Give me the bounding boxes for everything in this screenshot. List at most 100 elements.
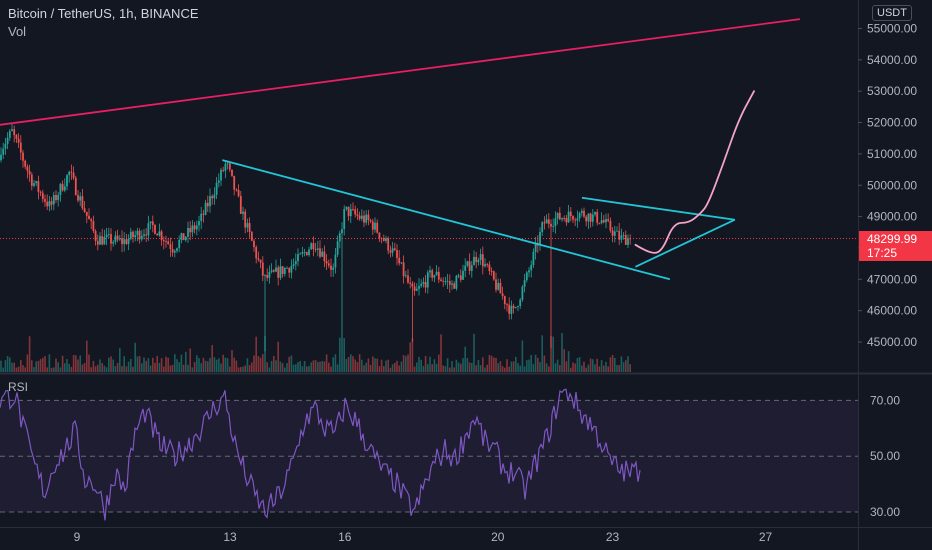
volume-bar	[277, 341, 279, 372]
candle-body	[345, 206, 348, 210]
volume-bar	[462, 358, 464, 372]
symbol-title[interactable]: Bitcoin / TetherUS, 1h, BINANCE	[8, 6, 199, 21]
candle-body	[407, 275, 409, 283]
candle-body	[356, 214, 359, 216]
candle-body	[316, 248, 319, 250]
candle-body	[415, 288, 418, 291]
volume-bar	[35, 361, 37, 372]
volume-bar	[66, 359, 68, 372]
volume-bar	[244, 365, 246, 372]
volume-series	[0, 333, 631, 372]
volume-bar	[286, 363, 288, 372]
candle-body	[620, 235, 623, 240]
candle-body	[68, 171, 71, 176]
candle-body	[92, 221, 95, 231]
candle-body	[220, 169, 222, 181]
candle-body	[580, 210, 583, 214]
volume-bar	[64, 363, 66, 372]
candle-body	[156, 233, 159, 236]
volume-bar	[127, 361, 130, 372]
volume-bar	[378, 366, 381, 372]
candle-body	[539, 232, 541, 246]
volume-bar	[264, 336, 266, 372]
volume-bar	[534, 354, 537, 372]
candle-body	[103, 237, 106, 245]
volume-bar	[466, 358, 469, 372]
candle-body	[574, 219, 577, 221]
price-tick-label: 46000.00	[867, 304, 917, 318]
candle-body	[385, 238, 387, 241]
volume-bar	[451, 361, 453, 372]
candle-body	[61, 183, 64, 191]
candle-body	[569, 211, 572, 217]
candle-body	[506, 304, 508, 305]
candle-body	[420, 283, 423, 287]
candle-body	[561, 218, 563, 220]
volume-bar	[477, 359, 480, 372]
candle-body	[523, 280, 526, 287]
volume-bar	[83, 363, 86, 372]
volume-bar	[187, 364, 189, 372]
candle-body	[204, 202, 207, 215]
candle-body	[349, 209, 352, 217]
volume-bar	[508, 366, 510, 372]
volume-bar	[167, 357, 169, 372]
volume-bar	[486, 364, 488, 372]
candle-body	[519, 299, 522, 307]
volume-bar	[339, 337, 341, 372]
candle-body	[222, 169, 225, 171]
candle-body	[376, 222, 379, 233]
volume-bar	[222, 354, 224, 372]
candle-body	[484, 264, 486, 267]
volume-bar	[374, 358, 376, 372]
currency-label[interactable]: USDT	[872, 5, 912, 21]
candle-body	[0, 154, 2, 161]
candle-body	[233, 175, 236, 190]
candle-body	[259, 259, 262, 263]
volume-bar	[226, 358, 229, 372]
volume-bar	[240, 367, 242, 372]
volume-bar	[460, 363, 462, 372]
volume-bar	[169, 365, 172, 372]
volume-bar	[147, 358, 150, 372]
triangle-upper-line	[581, 196, 736, 221]
candle-body	[246, 223, 249, 228]
volume-bar	[607, 366, 609, 372]
volume-bar	[603, 365, 605, 372]
candle-body	[79, 196, 82, 201]
candle-body	[473, 256, 475, 266]
volume-bar	[237, 367, 240, 372]
candle-body	[589, 213, 592, 222]
candle-body	[162, 240, 165, 242]
volume-bar	[196, 355, 198, 372]
candle-body	[255, 247, 258, 259]
candle-body	[99, 236, 101, 245]
volume-bar	[174, 354, 176, 372]
candle-body	[365, 214, 368, 223]
last-price-tag: 48299.99 17:25	[859, 231, 932, 261]
volume-bar	[97, 364, 99, 372]
candle-body	[125, 239, 128, 244]
volume-bar	[367, 358, 370, 372]
candle-body	[600, 220, 603, 224]
volume-bar	[182, 364, 185, 372]
candle-body	[596, 211, 599, 223]
candle-body	[594, 211, 596, 215]
volume-bar	[468, 362, 471, 372]
volume-bar	[627, 356, 629, 372]
candle-body	[321, 251, 324, 257]
volume-bar	[176, 359, 178, 372]
price-tick-label: 47000.00	[867, 272, 917, 286]
volume-bar	[358, 354, 361, 372]
candle-body	[193, 225, 196, 230]
volume-bar	[563, 349, 565, 372]
volume-bar	[94, 366, 97, 372]
candle-body	[462, 270, 464, 280]
candle-body	[411, 283, 414, 287]
rsi-legend[interactable]: RSI	[8, 380, 29, 394]
candle-body	[330, 265, 332, 270]
volume-legend[interactable]: Vol	[8, 24, 27, 39]
volume-bar	[528, 359, 530, 372]
volume-bar	[620, 356, 623, 372]
